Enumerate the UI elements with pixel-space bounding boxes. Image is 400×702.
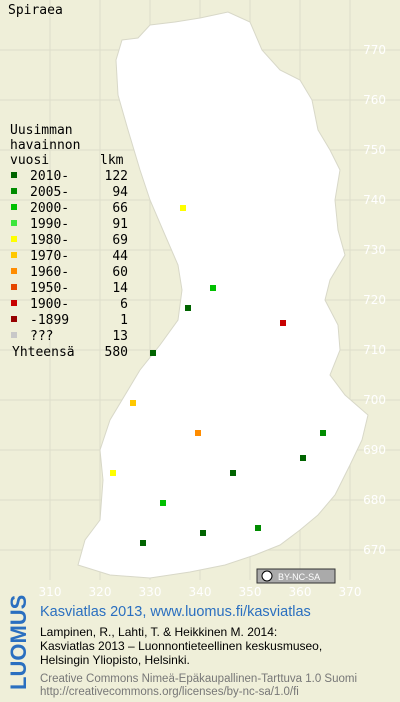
legend-label: 1900- [30, 297, 69, 312]
legend-swatch [11, 188, 17, 194]
legend-count: 6 [120, 297, 128, 312]
y-tick-label: 730 [363, 243, 386, 257]
legend-swatch [11, 300, 17, 306]
legend-count: 13 [112, 329, 128, 344]
legend-header: Uusimman [10, 123, 73, 138]
license-badge: BY-NC-SA [256, 568, 336, 584]
legend-label: -1899 [30, 313, 69, 328]
footer-heading: Kasviatlas 2013, www.luomus.fi/kasviatla… [40, 604, 311, 620]
legend-count: 66 [112, 201, 128, 216]
legend-label: 1990- [30, 217, 69, 232]
occurrence-square [320, 430, 326, 436]
x-tick-label: 350 [239, 585, 262, 599]
legend-count: 60 [112, 265, 128, 280]
license-line: Creative Commons Nimeä-Epäkaupallinen-Ta… [40, 673, 357, 685]
legend-swatch [11, 268, 17, 274]
occurrence-square [280, 320, 286, 326]
occurrence-square [160, 500, 166, 506]
occurrence-square [210, 285, 216, 291]
x-tick-label: 360 [289, 585, 312, 599]
legend-count: 94 [112, 185, 128, 200]
occurrence-square [200, 530, 206, 536]
legend-swatch [11, 172, 17, 178]
footer: Lampinen, R., Lahti, T. & Heikkinen M. 2… [40, 625, 357, 698]
x-tick-label: 340 [189, 585, 212, 599]
legend-header: havainnon [10, 138, 80, 153]
occurrence-square [255, 525, 261, 531]
x-tick-label: 330 [139, 585, 162, 599]
x-tick-label: 370 [339, 585, 362, 599]
y-tick-label: 710 [363, 343, 386, 357]
occurrence-square [195, 430, 201, 436]
legend-count: 122 [105, 169, 128, 184]
y-tick-label: 670 [363, 543, 386, 557]
legend-count-header: lkm [100, 153, 124, 168]
legend-label: 1970- [30, 249, 69, 264]
legend-label: 1980- [30, 233, 69, 248]
legend-count: 1 [120, 313, 128, 328]
finland-outline [77, 11, 369, 579]
legend-header: vuosi [10, 153, 49, 168]
legend-label: 2000- [30, 201, 69, 216]
legend-label: 1960- [30, 265, 69, 280]
occurrence-square [180, 205, 186, 211]
legend-swatch [11, 316, 17, 322]
species-name: Spiraea [8, 3, 63, 18]
license-badge-text: BY-NC-SA [278, 572, 320, 582]
legend-swatch [11, 284, 17, 290]
occurrence-squares [110, 205, 326, 546]
legend-label: ??? [30, 329, 53, 344]
legend-label: 2010- [30, 169, 69, 184]
occurrence-square [140, 540, 146, 546]
legend-count: 14 [112, 281, 128, 296]
citation-line: Lampinen, R., Lahti, T. & Heikkinen M. 2… [40, 625, 277, 639]
legend-swatch [11, 332, 17, 338]
legend-count: 91 [112, 217, 128, 232]
logo: LUOMUS [6, 595, 31, 690]
occurrence-square [185, 305, 191, 311]
occurrence-square [150, 350, 156, 356]
total-label: Yhteensä [12, 345, 75, 360]
legend-swatch [11, 252, 17, 258]
y-tick-label: 720 [363, 293, 386, 307]
license-line: http://creativecommons.org/licenses/by-n… [40, 686, 299, 698]
y-tick-label: 770 [363, 43, 386, 57]
legend-label: 1950- [30, 281, 69, 296]
occurrence-square [110, 470, 116, 476]
occurrence-square [230, 470, 236, 476]
legend-label: 2005- [30, 185, 69, 200]
y-tick-label: 760 [363, 93, 386, 107]
legend-count: 69 [112, 233, 128, 248]
y-tick-label: 680 [363, 493, 386, 507]
y-tick-label: 690 [363, 443, 386, 457]
citation-line: Kasviatlas 2013 – Luonnontieteellinen ke… [40, 639, 322, 653]
total-count: 580 [105, 345, 128, 360]
x-tick-label: 320 [89, 585, 112, 599]
x-tick-label: 310 [39, 585, 62, 599]
y-tick-label: 700 [363, 393, 386, 407]
citation-line: Helsingin Yliopisto, Helsinki. [40, 653, 190, 667]
y-tick-label: 740 [363, 193, 386, 207]
legend-swatch [11, 220, 17, 226]
y-tick-label: 750 [363, 143, 386, 157]
legend-swatch [11, 236, 17, 242]
legend-swatch [11, 204, 17, 210]
occurrence-square [300, 455, 306, 461]
occurrence-square [130, 400, 136, 406]
legend-count: 44 [112, 249, 128, 264]
